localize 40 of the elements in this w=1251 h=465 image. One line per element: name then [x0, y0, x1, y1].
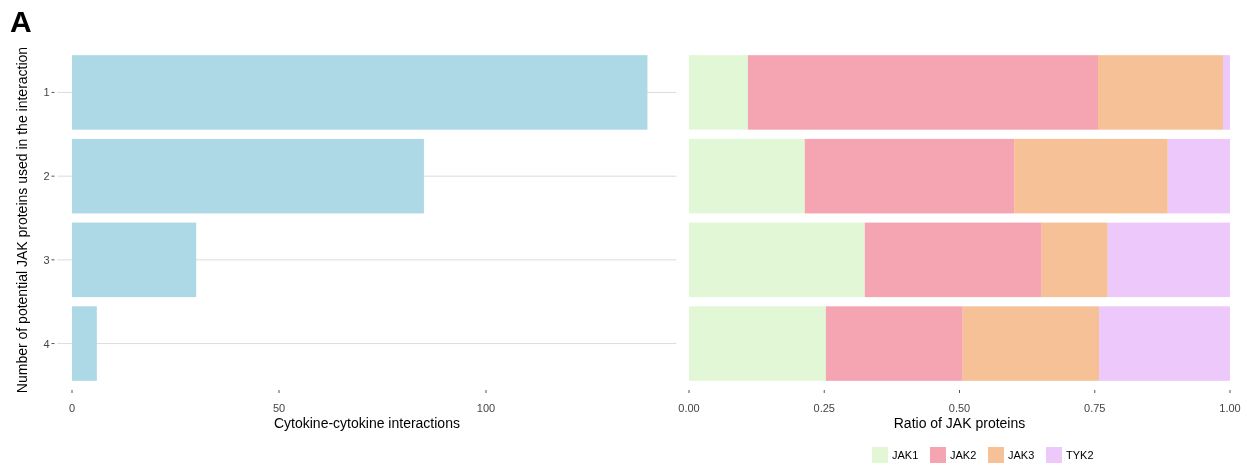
- y-tick-label: 2: [43, 170, 50, 183]
- bar: [1222, 55, 1230, 130]
- y-axis-title: Number of potential JAK proteins used in the interaction: [14, 46, 30, 394]
- text: A: [10, 5, 32, 38]
- legend-label: JAK2: [950, 449, 977, 461]
- legend-label: TYK2: [1066, 449, 1094, 461]
- bar: [864, 222, 1042, 298]
- x-tick-label: 100: [476, 402, 496, 414]
- bar: [1014, 138, 1168, 214]
- bar: [72, 222, 197, 298]
- y-tick-label: 4: [43, 337, 50, 350]
- bar: [1167, 138, 1230, 214]
- y-tick-label: 3: [43, 253, 50, 266]
- bar: [804, 138, 1015, 214]
- y-tick-label: 1: [43, 86, 50, 99]
- x-tick-label: 1.00: [1219, 402, 1241, 414]
- x-axis-title: Ratio of JAK proteins: [893, 415, 1026, 431]
- x-tick-label: 0.75: [1084, 402, 1106, 414]
- x-tick-label: 0.00: [678, 402, 700, 414]
- bar: [747, 55, 1098, 130]
- bar: [72, 306, 97, 381]
- legend-label: JAK1: [892, 449, 919, 461]
- bar: [1099, 306, 1230, 381]
- bar: [689, 222, 865, 298]
- bar: [72, 55, 648, 130]
- x-tick-label: 0.50: [948, 402, 971, 414]
- x-tick-label: 0: [68, 402, 76, 414]
- bar: [1107, 222, 1230, 298]
- bar: [1098, 55, 1223, 130]
- bar: [689, 138, 805, 214]
- bar: [72, 138, 424, 214]
- legend-label: JAK3: [1008, 449, 1035, 461]
- bar: [825, 306, 963, 381]
- bar: [962, 306, 1100, 381]
- x-axis-title: Cytokine-cytokine interactions: [273, 415, 460, 431]
- bar: [1041, 222, 1108, 298]
- x-tick-label: 0.25: [813, 402, 835, 414]
- bar: [689, 306, 826, 381]
- bar: [689, 55, 748, 130]
- x-tick-label: 50: [272, 402, 286, 414]
